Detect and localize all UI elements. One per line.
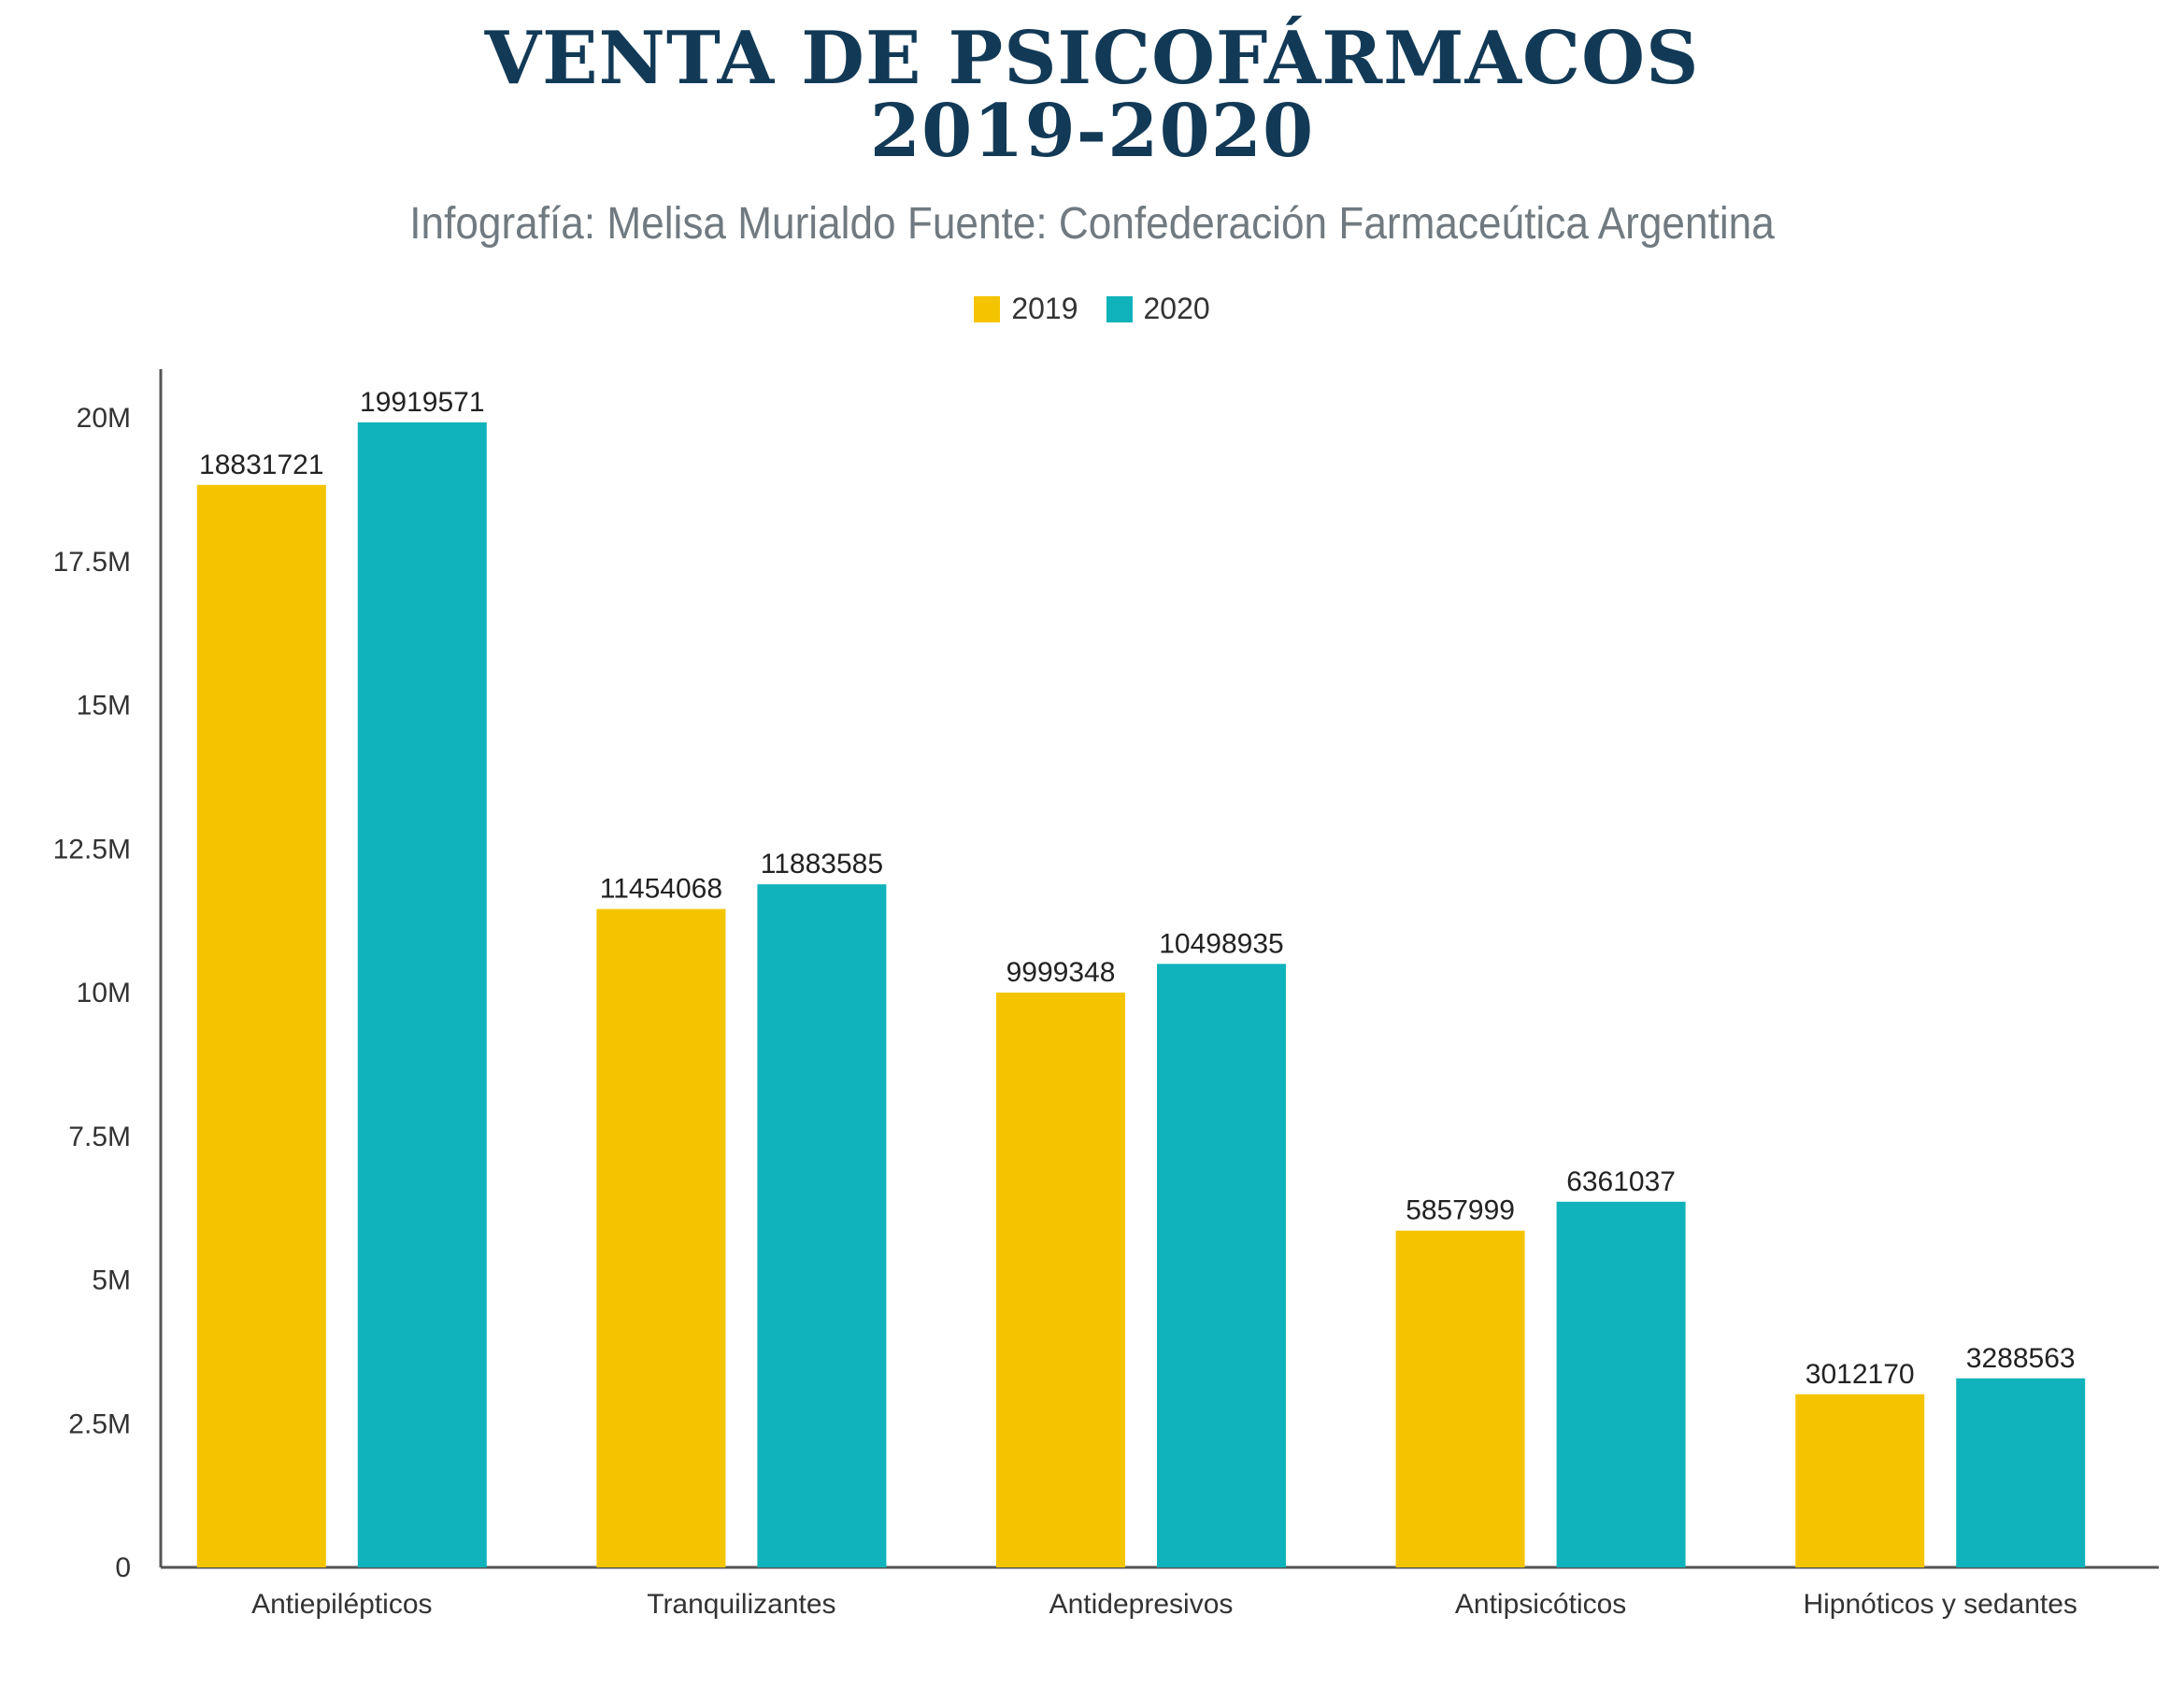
y-tick-label: 15M [77, 691, 131, 722]
bar-2020 [1157, 964, 1286, 1567]
y-tick-label: 2.5M [68, 1408, 131, 1439]
data-label-2020: 19919571 [360, 387, 484, 418]
data-label-2019: 5857999 [1406, 1195, 1515, 1226]
y-tick-label: 0 [115, 1552, 131, 1583]
bar-2020 [1956, 1378, 2086, 1567]
y-tick-label: 10M [77, 978, 131, 1008]
bar-2019 [1795, 1394, 1925, 1567]
legend-swatch-2019 [974, 295, 1001, 322]
bar-2019 [596, 908, 726, 1567]
x-tick-label: Hipnóticos y sedantes [1803, 1589, 2077, 1620]
bar-2019 [996, 993, 1125, 1567]
y-tick-label: 17.5M [53, 547, 131, 578]
data-label-2020: 3288563 [1966, 1343, 2076, 1374]
data-label-2020: 6361037 [1566, 1166, 1676, 1197]
data-label-2020: 10498935 [1159, 928, 1283, 959]
x-tick-label: Antipsicóticos [1455, 1589, 1626, 1620]
legend: 2019 2020 [0, 292, 2184, 326]
bar-2020 [757, 884, 887, 1567]
y-tick-label: 7.5M [68, 1122, 131, 1152]
data-label-2019: 9999348 [1006, 957, 1116, 988]
chart-subtitle: Infografía: Melisa Murialdo Fuente: Conf… [409, 199, 1775, 249]
x-tick-label: Antiepilépticos [251, 1589, 432, 1620]
data-label-2019: 18831721 [199, 450, 323, 480]
bar-2019 [1395, 1230, 1525, 1567]
bar-2020 [1556, 1201, 1686, 1567]
x-tick-label: Antidepresivos [1049, 1589, 1234, 1620]
y-tick-label: 12.5M [53, 834, 131, 865]
data-label-2020: 11883585 [761, 849, 883, 879]
legend-label-2019: 2019 [1011, 292, 1078, 325]
bar-2019 [196, 484, 326, 1568]
legend-item-2019[interactable]: 2019 [974, 292, 1078, 326]
data-label-2019: 3012170 [1806, 1359, 1915, 1390]
y-tick-label: 5M [92, 1265, 131, 1296]
chart-title-line1: VENTA DE PSICOFÁRMACOS [484, 16, 1700, 101]
chart-title-line2: 2019-2020 [869, 89, 1315, 174]
legend-swatch-2020 [1106, 295, 1133, 322]
bar-2020 [357, 422, 487, 1567]
x-tick-label: Tranquilizantes [647, 1589, 835, 1620]
y-tick-label: 20M [77, 403, 131, 434]
data-label-2019: 11454068 [600, 874, 722, 905]
legend-item-2020[interactable]: 2020 [1106, 292, 1210, 326]
legend-label-2020: 2020 [1143, 292, 1210, 325]
